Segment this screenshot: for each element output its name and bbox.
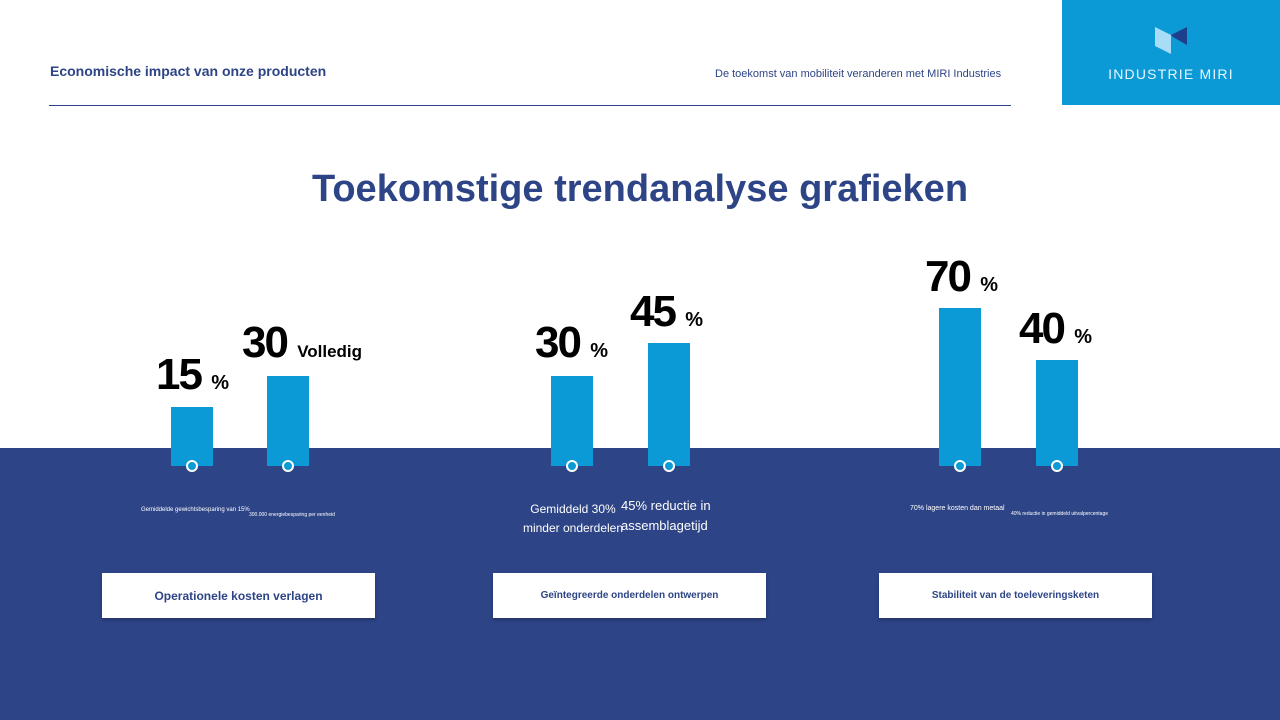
value-label: 30 Volledig <box>242 318 363 367</box>
value-label: 45 % <box>630 287 703 336</box>
miri-logo-icon <box>1155 27 1187 54</box>
header-subtitle: De toekomst van mobiliteit veranderen me… <box>715 68 1002 80</box>
caption: 300.000 energiebesparing per eenheid <box>249 512 335 518</box>
bar-marker <box>282 460 294 472</box>
bar-marker <box>566 460 578 472</box>
value-label: 30 % <box>535 318 608 367</box>
caption: 40% reductie in gemiddeld uitvalpercenta… <box>1011 511 1109 517</box>
bar <box>171 407 213 466</box>
value-label: 70 % <box>925 252 998 301</box>
value-label: 15 % <box>156 350 229 399</box>
header-divider <box>49 105 1011 106</box>
bar-marker <box>186 460 198 472</box>
integrated-parts-button[interactable]: Geïntegreerde onderdelen ontwerpen <box>493 573 766 618</box>
main-title: Toekomstige trendanalyse grafieken <box>311 168 969 210</box>
bar <box>1036 360 1078 466</box>
bar <box>551 376 593 466</box>
bar-marker <box>954 460 966 472</box>
header-title: Economische impact van onze producten <box>50 63 327 79</box>
bar <box>648 343 690 466</box>
caption: Gemiddelde gewichtsbesparing van 15% <box>141 507 250 513</box>
caption: Gemiddeld 30% minder onderdelen <box>522 502 624 535</box>
operational-costs-button[interactable]: Operationele kosten verlagen <box>102 573 375 618</box>
supply-chain-button[interactable]: Stabiliteit van de toeleveringsketen <box>879 573 1152 618</box>
bar-marker <box>663 460 675 472</box>
logo-box: INDUSTRIE MIRI <box>1062 0 1280 105</box>
logo-text: INDUSTRIE MIRI <box>1108 66 1234 82</box>
bar-marker <box>1051 460 1063 472</box>
value-label: 40 % <box>1019 304 1092 353</box>
bar <box>939 308 981 466</box>
caption: 45% reductie in assemblagetijd <box>621 498 711 533</box>
caption: 70% lagere kosten dan metaal <box>910 505 1005 512</box>
bar <box>267 376 309 466</box>
